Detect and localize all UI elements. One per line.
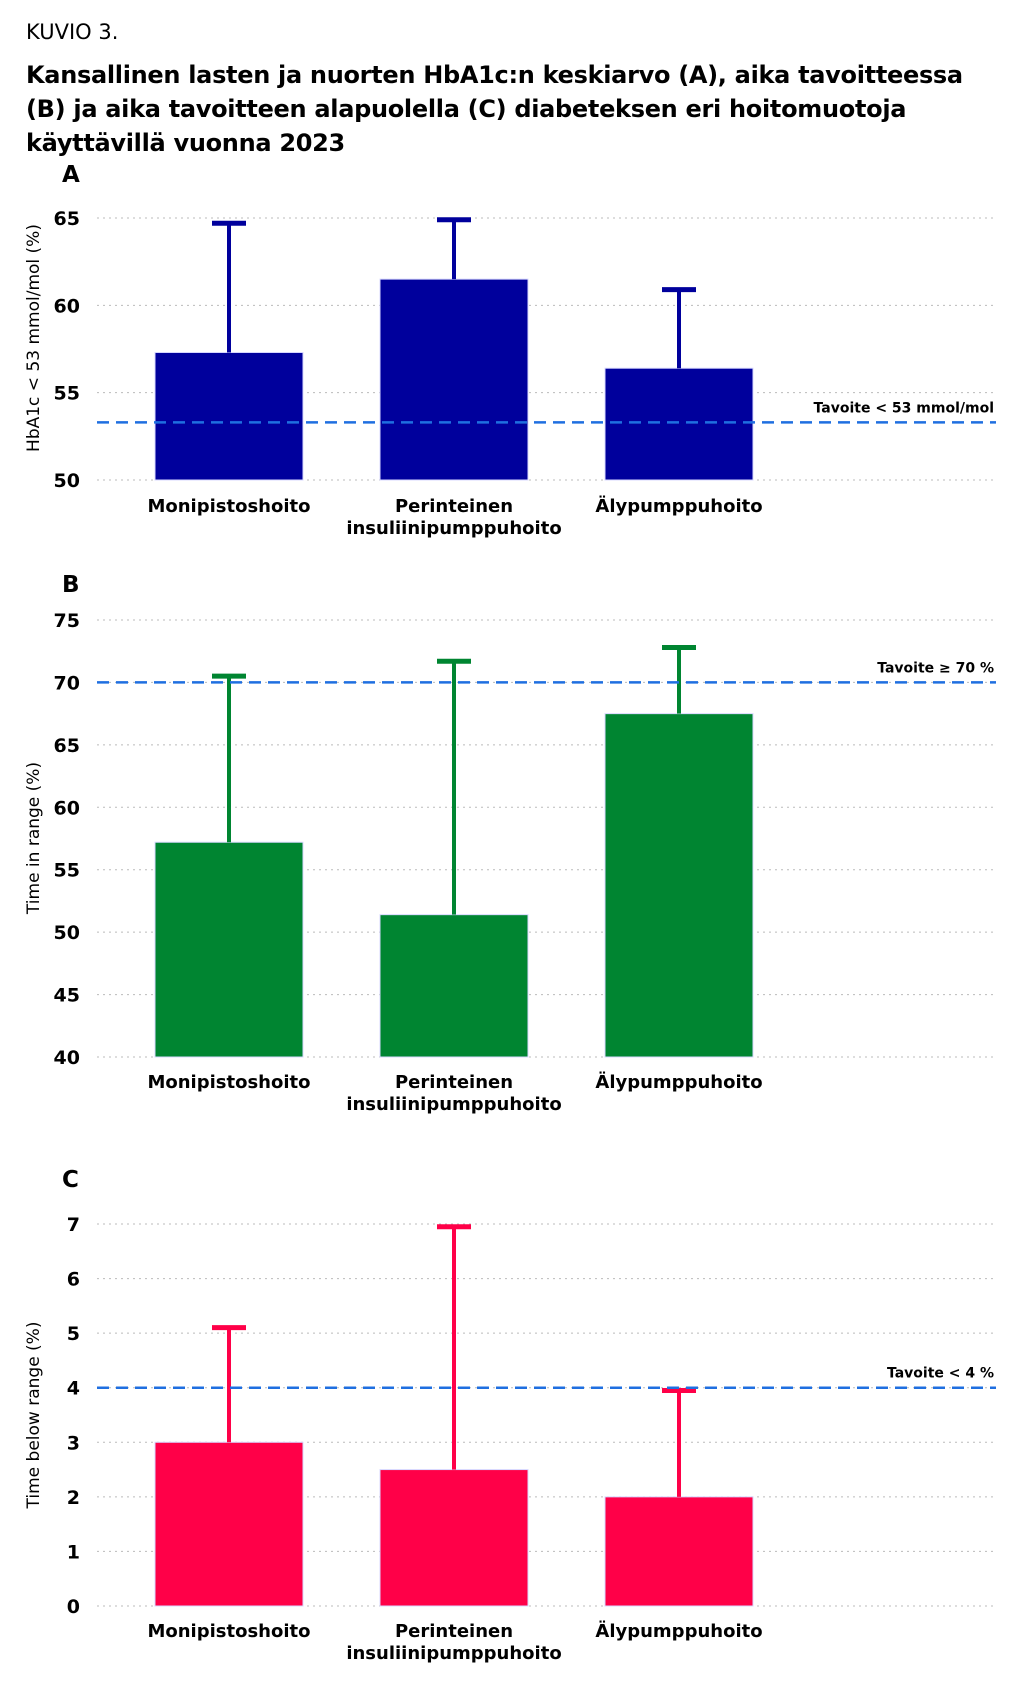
bar: [379, 914, 529, 1058]
chart-panel-a: A 50 55 60 65 HbA1c < 53 mmol/mol (%) Monipist…: [24, 162, 996, 539]
y-tick-label: 6: [67, 1269, 80, 1291]
y-tick-label: 50: [54, 922, 80, 944]
x-tick-label: Monipistoshoito: [147, 496, 310, 517]
target-label: Tavoite ≥ 70 %: [877, 660, 994, 676]
y-tick-label: 65: [54, 735, 80, 757]
x-tick-label-line: Älypumppuhoito: [595, 1620, 762, 1642]
y-tick-label: 7: [67, 1214, 80, 1236]
y-tick-label: 2: [67, 1487, 80, 1509]
y-axis-label: HbA1c < 53 mmol/mol (%): [24, 224, 44, 452]
x-tick-label-line: Älypumppuhoito: [595, 1071, 762, 1093]
x-tick-label: Perinteinen insuliinipumppuhoito: [346, 1621, 561, 1664]
x-tick-label: Älypumppuhoito: [595, 1071, 762, 1093]
x-tick-label-line: insuliinipumppuhoito: [346, 518, 561, 539]
bar: [154, 841, 304, 1058]
x-tick-label-line: insuliinipumppuhoito: [346, 1094, 561, 1115]
x-tick-label-line: Perinteinen: [395, 496, 513, 517]
target-label: Tavoite < 4 %: [887, 1366, 994, 1382]
chart-panel-c: C 0 1 2 3 4 5 6 7 Time below range (%) Monipistosh…: [24, 1167, 996, 1664]
y-tick-label: 45: [54, 985, 80, 1007]
x-tick-label: Älypumppuhoito: [595, 495, 762, 517]
panel-label: A: [62, 162, 80, 188]
y-tick-label: 55: [54, 383, 80, 405]
bar: [604, 1496, 754, 1607]
y-tick-label: 75: [54, 610, 80, 632]
y-axis-label: Time below range (%): [24, 1322, 44, 1510]
y-tick-label: 60: [54, 797, 80, 819]
y-tick-label: 5: [67, 1323, 80, 1345]
y-tick-label: 55: [54, 860, 80, 882]
figure-label: KUVIO 3.: [26, 20, 119, 44]
bar: [604, 713, 754, 1058]
y-tick-label: 70: [54, 672, 80, 694]
bar: [154, 351, 304, 481]
x-tick-label: Monipistoshoito: [147, 1072, 310, 1093]
x-tick-label-line: Monipistoshoito: [147, 496, 310, 517]
x-tick-label-line: Perinteinen: [395, 1621, 513, 1642]
bar: [154, 1441, 304, 1607]
x-tick-label: Perinteinen insuliinipumppuhoito: [346, 496, 561, 539]
y-tick-label: 3: [67, 1432, 80, 1454]
y-tick-label: 40: [54, 1047, 80, 1069]
x-tick-label-line: Monipistoshoito: [147, 1621, 310, 1642]
panel-label: B: [62, 572, 80, 598]
x-tick-label: Perinteinen insuliinipumppuhoito: [346, 1072, 561, 1115]
x-tick-label-line: Älypumppuhoito: [595, 495, 762, 517]
x-tick-label: Monipistoshoito: [147, 1621, 310, 1642]
bar: [379, 1469, 529, 1607]
x-tick-label-line: Perinteinen: [395, 1072, 513, 1093]
bar: [379, 278, 529, 481]
y-tick-label: 60: [54, 295, 80, 317]
bar: [604, 367, 754, 481]
figure-title: Kansallinen lasten ja nuorten HbA1c:n ke…: [26, 61, 963, 157]
x-tick-label: Älypumppuhoito: [595, 1620, 762, 1642]
y-tick-label: 65: [54, 208, 80, 230]
y-tick-label: 1: [67, 1541, 80, 1563]
y-tick-label: 50: [54, 470, 80, 492]
x-tick-label-line: insuliinipumppuhoito: [346, 1643, 561, 1664]
chart-panel-b: B 40 45 50 55 60 65 70 75 Time in range (%) Monipi…: [24, 572, 996, 1115]
y-tick-label: 4: [67, 1378, 80, 1400]
y-tick-label: 0: [67, 1596, 80, 1618]
x-tick-label-line: Monipistoshoito: [147, 1072, 310, 1093]
panel-label: C: [62, 1167, 79, 1193]
target-label: Tavoite < 53 mmol/mol: [814, 400, 994, 416]
y-axis-label: Time in range (%): [24, 762, 44, 915]
